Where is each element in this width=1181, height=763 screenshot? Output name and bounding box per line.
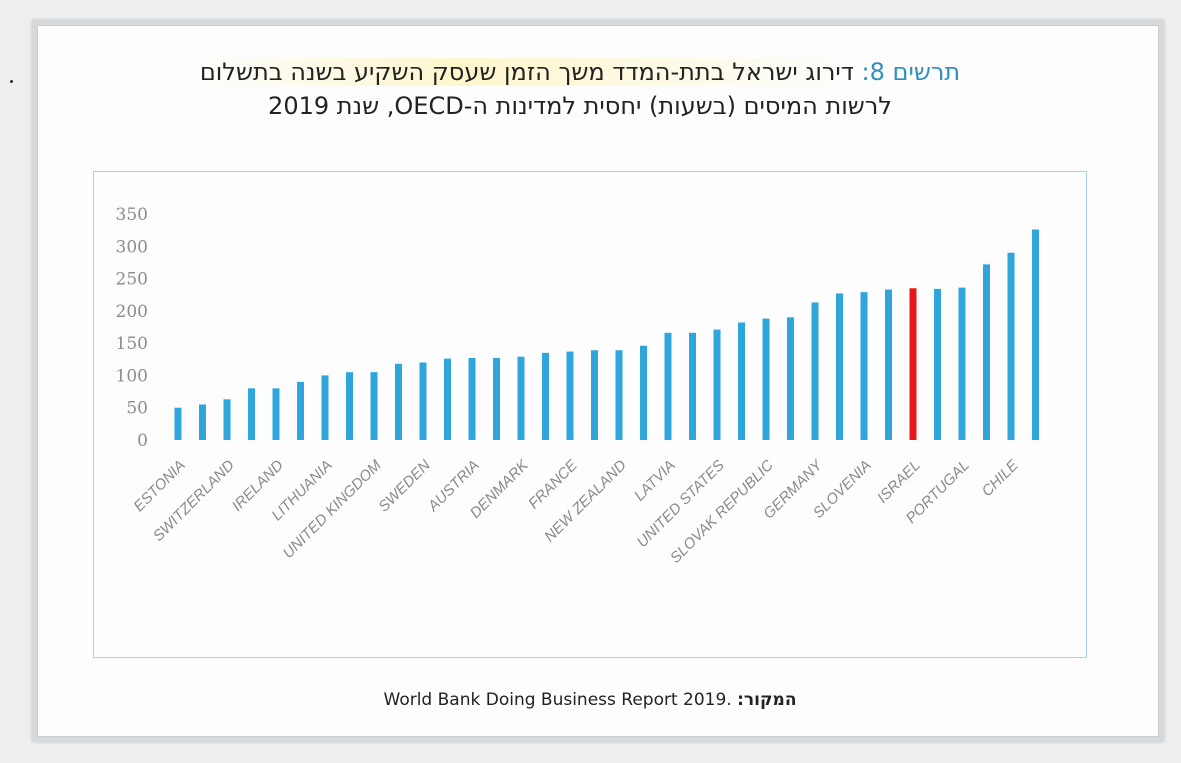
bar: [566, 351, 574, 440]
bar: [223, 399, 231, 440]
stray-dot: [10, 80, 13, 83]
y-tick-label: 350: [116, 205, 148, 225]
bar: [787, 317, 794, 440]
bar: [983, 264, 990, 440]
plot-area-border: [93, 171, 1087, 658]
y-tick-label: 100: [116, 366, 148, 386]
bar: [958, 287, 966, 440]
x-tick-label: ISRAEL: [874, 457, 924, 507]
x-tick-label: UNITED KINGDOM: [280, 456, 385, 561]
bar: [860, 292, 868, 440]
source-text: .World Bank Doing Business Report 2019: [383, 690, 732, 710]
bar-highlight: [909, 288, 917, 440]
bar: [468, 357, 476, 440]
bar: [811, 302, 819, 440]
title-line-1-text: דירוג ישראל בתת-המדד משך הזמן שעסק השקיע…: [199, 58, 854, 86]
bar: [738, 322, 745, 440]
bar: [615, 350, 623, 440]
bar: [346, 372, 353, 440]
x-tick-label: LATVIA: [631, 457, 679, 505]
x-tick-label: UNITED STATES: [634, 457, 728, 551]
bar: [542, 352, 549, 440]
y-tick-label: 0: [137, 431, 148, 451]
bar: [297, 381, 304, 440]
bar: [419, 362, 427, 440]
title-line-1: תרשים 8: דירוג ישראל בתת-המדד משך הזמן ש…: [70, 55, 1090, 89]
y-tick-label: 150: [116, 334, 148, 354]
bar: [713, 329, 721, 440]
y-tick-label: 250: [116, 270, 148, 290]
title-prefix: תרשים 8:: [861, 58, 961, 86]
bar: [664, 332, 672, 440]
bar: [591, 350, 598, 440]
bar: [689, 332, 696, 440]
bar: [1007, 252, 1015, 440]
y-tick-label: 200: [116, 302, 148, 322]
bar: [272, 388, 280, 440]
x-tick-label: SWEDEN: [375, 457, 434, 516]
bar: [640, 345, 647, 440]
bar: [885, 289, 892, 440]
bar: [493, 357, 500, 440]
bar: [762, 318, 770, 440]
source-label: המקור:: [737, 690, 797, 710]
bar: [321, 375, 329, 440]
bar: [370, 372, 378, 440]
bar: [934, 288, 941, 440]
y-tick-label: 300: [116, 237, 148, 257]
y-tick-label: 50: [126, 399, 148, 419]
bar: [174, 407, 182, 440]
bar: [836, 293, 843, 440]
title-line-2: לרשות המיסים (בשעות) יחסית למדינות ה-OEC…: [268, 92, 892, 120]
bar: [1032, 229, 1039, 440]
bar: [444, 358, 451, 440]
x-tick-label: CHILE: [979, 456, 1023, 500]
bar: [248, 388, 255, 440]
bar: [517, 356, 525, 440]
bar: [395, 363, 402, 440]
source-note: המקור: .World Bank Doing Business Report…: [100, 690, 1080, 710]
bar: [199, 404, 206, 440]
chart-title: תרשים 8: דירוג ישראל בתת-המדד משך הזמן ש…: [70, 55, 1090, 123]
